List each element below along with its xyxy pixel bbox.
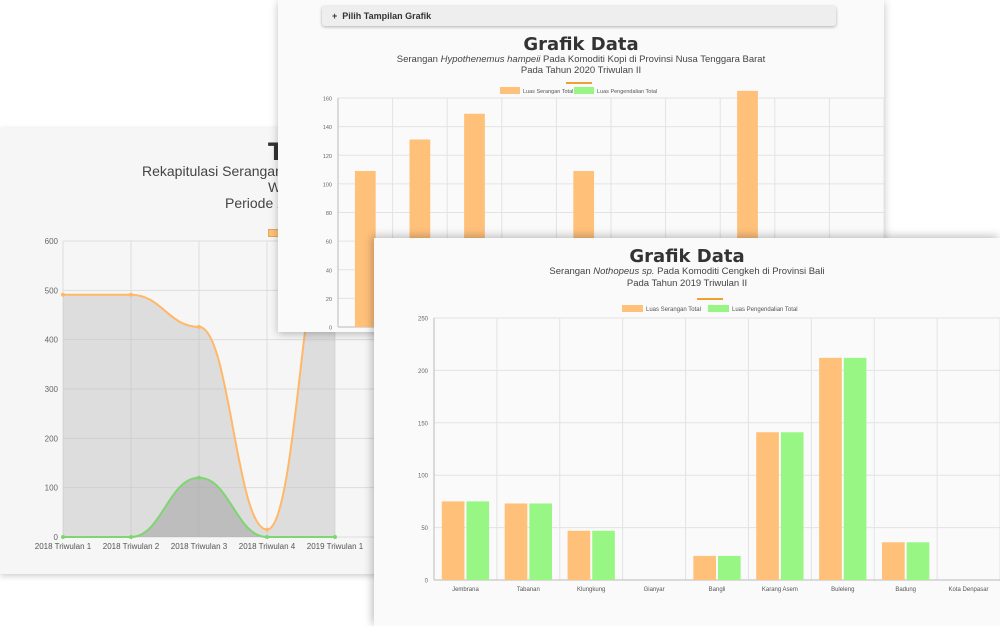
- y-tick-label: 0: [54, 533, 59, 542]
- bar-series-1: [756, 432, 779, 580]
- data-point: [129, 292, 133, 297]
- legend-label-1: Luas Serangan Total: [646, 307, 701, 313]
- area-fill-series-1: [63, 201, 335, 537]
- kopi-chart-subtitle: Serangan Hypothenemus hampeii Pada Komod…: [278, 54, 884, 65]
- x-tick-label: Gianyar: [644, 587, 665, 593]
- legend-swatch-2: [708, 305, 729, 312]
- data-point: [61, 292, 65, 297]
- cengkeh-chart-title: Grafik Data: [629, 246, 745, 267]
- bar-series-2: [906, 542, 930, 580]
- bar-series-1: [882, 542, 905, 580]
- bar-series-1: [567, 530, 591, 580]
- bar-series-2: [592, 530, 615, 580]
- cengkeh-chart-subtitle-2: Pada Tahun 2019 Triwulan II: [626, 278, 748, 289]
- y-tick-label: 300: [45, 385, 59, 394]
- legend-label-1: Luas Serangan Total: [523, 89, 573, 95]
- y-tick-label: 150: [418, 421, 429, 427]
- legend-label-2: Luas Pengendalian Total: [732, 307, 798, 313]
- bar-series-2: [780, 432, 804, 580]
- y-tick-label: 120: [323, 154, 332, 160]
- select-chart-view-button[interactable]: + Pilih Tampilan Grafik: [322, 6, 836, 26]
- kopi-subtitle-species: Hypothenemus hampeii: [440, 54, 541, 65]
- bar-series-1: [441, 501, 465, 580]
- bar-series-2: [466, 501, 490, 580]
- kopi-chart-title: Grafik Data: [523, 34, 639, 55]
- x-tick-label: 2019 Triwulan 1: [307, 542, 364, 551]
- kopi-subtitle-pre: Serangan: [396, 54, 441, 65]
- y-tick-label: 80: [326, 211, 332, 217]
- data-point: [197, 475, 201, 480]
- cengkeh-subtitle-species: Nothopeus sp.: [593, 266, 655, 277]
- x-tick-label: 2018 Triwulan 3: [171, 542, 228, 551]
- bar-series-2: [843, 357, 867, 580]
- y-tick-label: 140: [323, 125, 332, 131]
- cengkeh-chart-panel: Grafik Data Serangan Nothopeus sp. Pada …: [374, 238, 1000, 626]
- x-tick-label: Jembrana: [452, 587, 479, 593]
- y-tick-label: 0: [425, 579, 429, 585]
- bar-series-1: [354, 170, 376, 327]
- legend-label-2: Luas Pengendalian Total: [597, 89, 657, 95]
- y-tick-label: 400: [45, 336, 59, 345]
- bar-series-1: [819, 357, 842, 580]
- y-tick-label: 160: [323, 97, 332, 103]
- data-point: [61, 535, 65, 539]
- x-tick-label: 2018 Triwulan 2: [103, 542, 160, 551]
- bar-series-2: [718, 555, 741, 580]
- area-fill-series-2: [63, 477, 335, 537]
- y-tick-label: 0: [329, 326, 332, 332]
- x-tick-label: Karang Asem: [762, 587, 798, 593]
- y-tick-label: 40: [326, 268, 332, 274]
- plus-icon: +: [332, 11, 338, 21]
- y-tick-label: 200: [418, 369, 429, 375]
- data-point: [197, 324, 201, 329]
- x-tick-label: Badung: [895, 587, 916, 593]
- kopi-subtitle-post: Pada Komoditi Kopi di Provinsi Nusa Teng…: [540, 54, 766, 65]
- data-point: [129, 535, 133, 539]
- y-tick-label: 250: [418, 317, 429, 323]
- x-tick-label: Kota Denpasar: [949, 587, 989, 593]
- y-tick-label: 20: [326, 297, 332, 303]
- cengkeh-chart-subtitle: Serangan Nothopeus sp. Pada Komoditi Cen…: [374, 266, 1000, 277]
- legend-swatch-1: [622, 305, 643, 312]
- cengkeh-bar-chart: 0 50 100 150 200 250 Jembrana Tabanan Klungkung G…: [418, 298, 1000, 593]
- background-card: [0, 0, 300, 128]
- y-tick-label: 600: [45, 237, 59, 246]
- y-tick-label: 60: [326, 240, 332, 246]
- x-tick-label: Buleleng: [831, 587, 854, 593]
- legend-swatch-1: [500, 87, 520, 94]
- y-tick-label: 200: [45, 434, 59, 443]
- legend-swatch-2: [574, 87, 594, 94]
- data-point: [333, 535, 337, 539]
- y-tick-label: 100: [418, 474, 429, 480]
- x-tick-label: 2018 Triwulan 4: [239, 542, 296, 551]
- x-tick-label: Klungkung: [577, 587, 605, 593]
- y-tick-label: 50: [421, 526, 428, 532]
- x-tick-label: Tabanan: [517, 587, 540, 593]
- y-tick-label: 100: [323, 182, 332, 188]
- cengkeh-subtitle-pre: Serangan: [549, 266, 594, 277]
- y-tick-label: 100: [45, 484, 59, 493]
- data-point: [265, 535, 269, 539]
- data-point: [265, 527, 269, 532]
- line-chart-subtitle-3: Periode 2: [225, 195, 285, 211]
- bar-series-1: [504, 503, 528, 580]
- bar-series-2: [529, 503, 552, 580]
- line-chart-subtitle-2: W: [268, 179, 282, 195]
- line-chart-subtitle-1: Rekapitulasi Serangan: [142, 163, 283, 179]
- select-chart-view-label: Pilih Tampilan Grafik: [342, 11, 432, 21]
- cengkeh-subtitle-post: Pada Komoditi Cengkeh di Provinsi Bali: [654, 266, 825, 277]
- bar-series-1: [693, 555, 716, 580]
- kopi-chart-subtitle-2: Pada Tahun 2020 Triwulan II: [520, 65, 642, 76]
- x-tick-label: 2018 Triwulan 1: [35, 542, 92, 551]
- y-tick-label: 500: [45, 286, 59, 295]
- x-tick-label: Bangli: [709, 587, 726, 593]
